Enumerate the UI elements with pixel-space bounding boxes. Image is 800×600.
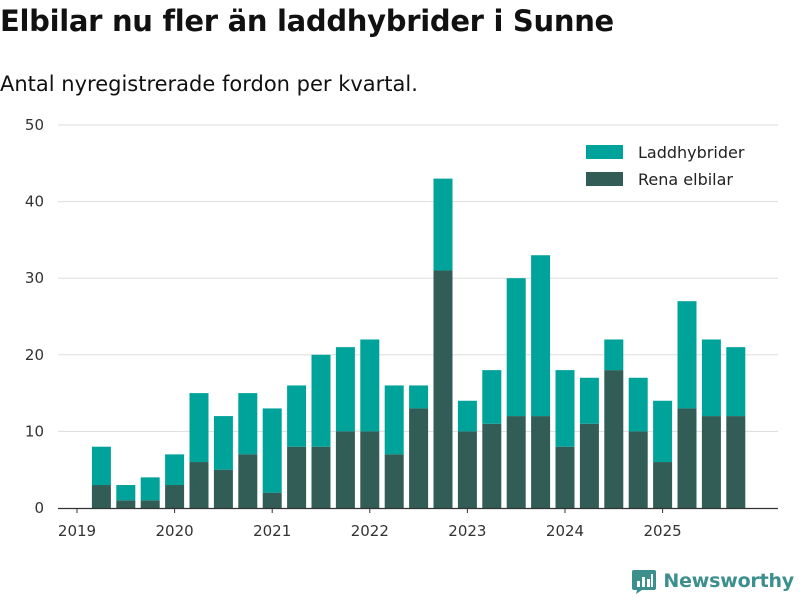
brand-name: Newsworthy — [663, 570, 794, 592]
x-tick-label: 2021 — [253, 522, 291, 540]
bar-segment — [360, 339, 380, 432]
y-axis-labels: 0 10 20 30 40 50 — [25, 116, 44, 517]
bar-segment — [262, 492, 282, 508]
y-tick-label: 20 — [25, 346, 44, 364]
bar-segment — [189, 393, 209, 463]
y-tick-label: 10 — [25, 422, 44, 440]
bar-segment — [433, 270, 453, 508]
bar-segment — [579, 423, 599, 508]
bar-segment — [604, 370, 624, 508]
bar-segment — [726, 416, 746, 508]
newsworthy-icon — [632, 570, 657, 594]
bar-segment — [213, 416, 233, 470]
x-tick-label: 2020 — [156, 522, 194, 540]
bar-segment — [409, 408, 429, 508]
bar-segment — [287, 385, 307, 447]
y-tick-label: 50 — [25, 116, 44, 134]
bar-segment — [335, 347, 355, 432]
bar-segment — [189, 462, 209, 508]
bar-segment — [91, 485, 111, 508]
stacked-bar-chart: 0 10 20 30 40 50 2019 2020 2021 2022 2023 2024 2025… — [25, 116, 778, 540]
bar-segment — [409, 385, 429, 409]
bar-segment — [311, 446, 331, 508]
bar-segment — [604, 339, 624, 371]
bar-segment — [628, 431, 648, 508]
bar-segment — [140, 500, 160, 508]
x-axis: 2019 2020 2021 2022 2023 2024 2025 — [58, 507, 778, 540]
bar-segment — [579, 377, 599, 424]
bar-segment — [506, 416, 526, 508]
bar-segment — [311, 354, 331, 447]
bar-segment — [555, 370, 575, 447]
bar-segment — [360, 431, 380, 508]
bar-segment — [238, 393, 258, 455]
x-tick-label: 2024 — [546, 522, 584, 540]
bar-segment — [653, 462, 673, 508]
bar-segment — [653, 400, 673, 463]
bar-segment — [140, 477, 160, 501]
bar-segment — [287, 446, 307, 508]
bar-segment — [457, 400, 477, 432]
chart-subtitle: Antal nyregistrerade fordon per kvartal. — [0, 72, 418, 96]
bar-segment — [238, 454, 258, 508]
bar-segment — [482, 423, 502, 508]
bar-segment — [91, 446, 111, 486]
legend-label: Laddhybrider — [638, 143, 745, 162]
chart-title: Elbilar nu fler än laddhybrider i Sunne — [0, 4, 614, 38]
bar-segment — [701, 416, 721, 508]
bar-segment — [531, 416, 551, 508]
bar-segment — [165, 454, 185, 486]
bar-segment — [677, 408, 697, 508]
legend-swatch — [586, 145, 623, 159]
y-tick-label: 40 — [25, 193, 44, 211]
legend-swatch — [586, 172, 623, 186]
bar-segment — [677, 301, 697, 409]
bar-segment — [555, 446, 575, 508]
bar-segment — [506, 278, 526, 417]
bar-segment — [726, 347, 746, 417]
bar-segment — [384, 454, 404, 508]
x-tick-label: 2022 — [351, 522, 389, 540]
y-tick-label: 0 — [34, 499, 44, 517]
bar-segment — [165, 485, 185, 508]
bar-segment — [433, 178, 453, 271]
bar-segment — [116, 485, 136, 501]
newsworthy-logo: Newsworthy — [631, 568, 794, 594]
legend-label: Rena elbilar — [638, 170, 733, 189]
bar-segment — [531, 255, 551, 417]
y-tick-label: 30 — [25, 269, 44, 287]
bar-segment — [628, 377, 648, 432]
bar-segment — [457, 431, 477, 508]
legend: Laddhybrider Rena elbilar — [586, 143, 745, 189]
x-tick-label: 2025 — [644, 522, 682, 540]
bars — [91, 178, 746, 508]
bar-segment — [213, 469, 233, 508]
bar-segment — [262, 408, 282, 493]
bar-segment — [116, 500, 136, 508]
bar-segment — [482, 370, 502, 424]
x-tick-label: 2023 — [448, 522, 486, 540]
bar-segment — [701, 339, 721, 417]
bar-segment — [335, 431, 355, 508]
x-tick-label: 2019 — [58, 522, 96, 540]
bar-segment — [384, 385, 404, 455]
